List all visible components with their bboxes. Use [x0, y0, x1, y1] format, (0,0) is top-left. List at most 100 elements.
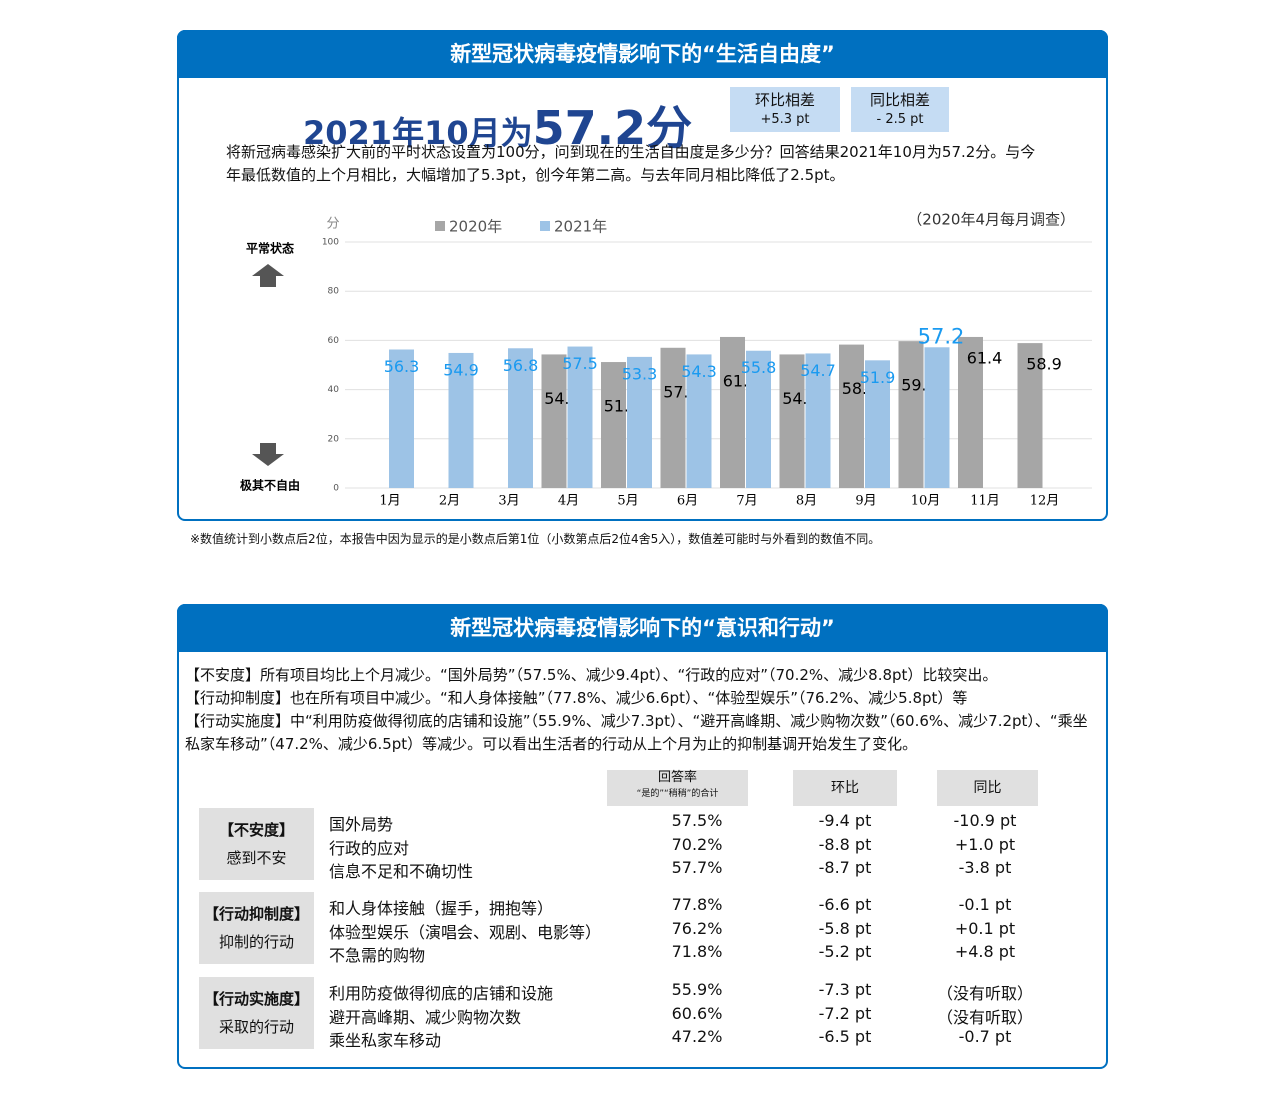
bottom-label: 极其不自由 — [240, 478, 300, 493]
bar — [389, 349, 414, 488]
legend-swatch — [540, 221, 550, 231]
header-cell: 回答率 “是的”“稍稍”的合计 — [607, 770, 748, 806]
group-sublabel: 感到不安 — [226, 849, 287, 867]
down-arrow — [252, 443, 284, 466]
badge-label: 同比相差 — [869, 91, 930, 109]
row-item: 乘坐私家车移动 — [329, 1031, 442, 1050]
row-item: 体验型娱乐（演唱会、观剧、电影等） — [329, 922, 602, 942]
badge: 同比相差 - 2.5 pt — [851, 87, 949, 132]
value-label: 57.5 — [562, 354, 598, 373]
bar — [541, 354, 567, 488]
headline: 2021年10月为57.2分 — [303, 92, 692, 158]
bar — [720, 336, 745, 488]
row-item: 不急需的购物 — [329, 946, 426, 965]
y-tick-label: 0 — [333, 484, 339, 494]
x-tick-label: 10月 — [911, 494, 941, 509]
bar — [958, 336, 983, 488]
bar — [924, 347, 950, 488]
row-mom: -5.2 pt — [818, 942, 872, 961]
bar — [601, 362, 626, 488]
bar — [746, 350, 771, 488]
row-rate: 47.2% — [671, 1027, 723, 1046]
x-tick-label: 9月 — [855, 494, 876, 509]
row-yoy: +1.0 pt — [954, 834, 1016, 854]
panel-freedom: 新型冠状病毒疫情影响下的“生活自由度” — [177, 30, 1108, 521]
row-yoy: -0.1 pt — [958, 895, 1012, 914]
row-rate: 70.2% — [671, 834, 723, 854]
y-tick-label: 20 — [328, 434, 340, 444]
bar — [627, 356, 652, 488]
row-item: 利用防疫做得彻底的店铺和设施 — [329, 984, 554, 1003]
row-yoy: （没有听取） — [936, 1007, 1033, 1027]
row-mom: -8.8 pt — [818, 834, 872, 854]
y-tick-label: 60 — [328, 336, 340, 346]
row-mom: -6.5 pt — [818, 1027, 872, 1046]
row-yoy: -3.8 pt — [958, 858, 1012, 877]
bar — [686, 354, 712, 488]
value-label: 57.2 — [918, 324, 965, 348]
x-tick-label: 5月 — [617, 494, 638, 509]
panel-title: 新型冠状病毒疫情影响下的“意识和行动” — [177, 604, 1108, 652]
value-label: 61.4 — [967, 348, 1003, 367]
value-label: 58.9 — [1026, 355, 1062, 374]
bar — [805, 353, 831, 488]
row-rate: 57.7% — [671, 858, 723, 877]
group-box: 【行动抑制度】 抑制的行动 — [199, 892, 314, 964]
bar — [660, 347, 686, 488]
value-label: 55.8 — [741, 358, 777, 377]
row-item: 行政的应对 — [329, 838, 410, 858]
x-tick-label: 8月 — [796, 494, 817, 509]
row-yoy: +0.1 pt — [954, 918, 1016, 938]
group-label: 【不安度】 — [218, 821, 294, 839]
bar — [1017, 343, 1043, 488]
y-tick-label: 40 — [328, 385, 340, 395]
panel-title: 新型冠状病毒疫情影响下的“生活自由度” — [177, 30, 1108, 78]
row-yoy: +4.8 pt — [954, 942, 1016, 961]
top-label: 平常状态 — [246, 241, 294, 256]
paragraphs: 【不安度】所有项目均比上个月减少。“国外局势”（57.5%、减少9.4pt）、“… — [185, 664, 1090, 756]
row-mom: -6.6 pt — [818, 895, 872, 914]
header-yoy: 同比 — [937, 770, 1038, 806]
value-label: 54.7 — [800, 361, 836, 380]
y-unit: 分 — [326, 217, 339, 232]
header-mom: 环比 — [793, 770, 897, 806]
legend-label: 2021年 — [554, 218, 607, 236]
value-label: 56.3 — [384, 357, 420, 376]
group-box: 【行动实施度】 采取的行动 — [199, 977, 314, 1049]
value-label: 51.9 — [860, 368, 896, 387]
y-tick-label: 100 — [322, 238, 339, 248]
row-item: 避开高峰期、减少购物次数 — [329, 1007, 522, 1027]
row-item: 国外局势 — [329, 815, 394, 834]
row-rate: 76.2% — [671, 918, 723, 938]
group-box: 【不安度】 感到不安 — [199, 808, 314, 880]
row-item: 和人身体接触（握手，拥抱等） — [329, 899, 554, 918]
bar — [865, 360, 890, 488]
bar — [567, 346, 593, 488]
row-rate: 60.6% — [671, 1003, 723, 1023]
row-mom: -7.3 pt — [818, 980, 872, 999]
x-tick-label: 7月 — [736, 494, 757, 509]
row-mom: -5.8 pt — [818, 918, 872, 938]
row-item: 信息不足和不确切性 — [329, 862, 474, 881]
row-yoy: （没有听取） — [936, 984, 1033, 1003]
up-arrow — [252, 264, 284, 287]
x-tick-label: 4月 — [558, 494, 579, 509]
footnote: ※数值统计到小数点后2位，本报告中因为显示的是小数点后第1位（小数第点后2位4舍… — [190, 532, 881, 546]
y-tick-label: 80 — [328, 287, 340, 297]
chart: 平常状态 极其不自由 分 （2020年4月每月调查） 0 20 40 60 80 100 5… — [240, 211, 1092, 509]
value-label: 53.3 — [622, 364, 658, 383]
group-sublabel: 抑制的行动 — [218, 933, 294, 951]
row-rate: 55.9% — [671, 980, 723, 999]
x-tick-label: 6月 — [677, 494, 698, 509]
badge: 环比相差 +5.3 pt — [730, 87, 840, 132]
row-yoy: -0.7 pt — [958, 1027, 1012, 1046]
row-rate: 77.8% — [671, 895, 723, 914]
bar — [779, 354, 805, 488]
bar — [898, 341, 924, 488]
row-rate: 71.8% — [671, 942, 723, 961]
badge-label: 环比相差 — [754, 91, 815, 109]
badge-value: - 2.5 pt — [876, 112, 924, 127]
x-tick-label: 12月 — [1030, 494, 1060, 509]
paragraph: 【行动抑制度】也在所有项目中减少。“和人身体接触”（77.8%、减少6.6pt）… — [185, 689, 968, 707]
